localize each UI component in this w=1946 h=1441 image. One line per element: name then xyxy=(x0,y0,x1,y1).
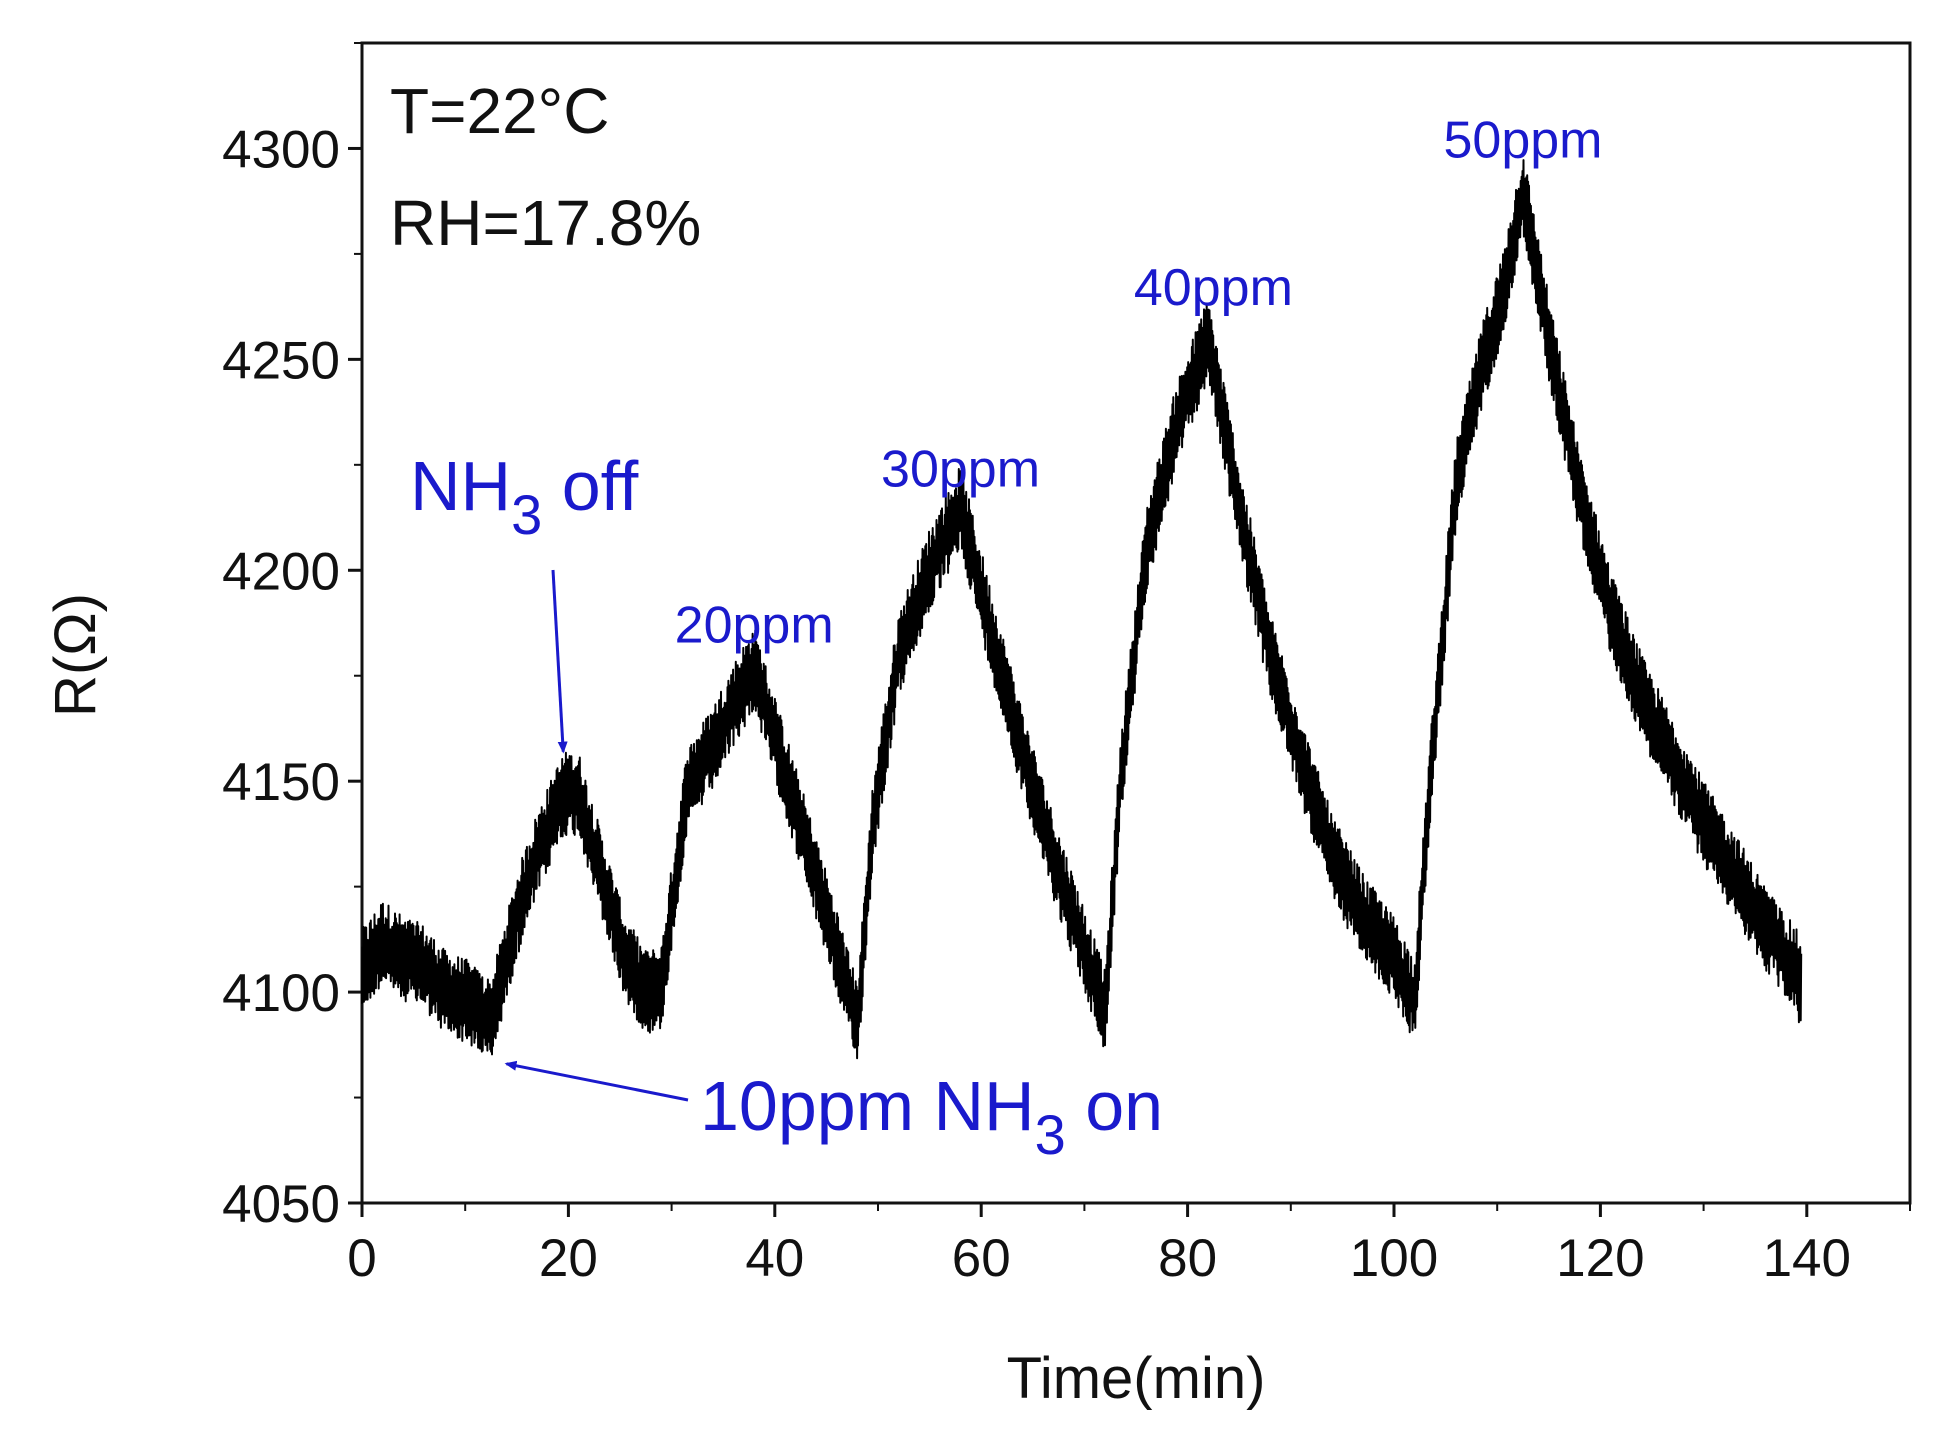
y-tick-label-4300: 4300 xyxy=(222,120,340,179)
annotation-nh3-off: NH3 off xyxy=(410,447,639,546)
x-tick-label-60: 60 xyxy=(952,1229,1011,1288)
x-axis-title: Time(min) xyxy=(1007,1346,1266,1411)
condition-humidity: RH=17.8% xyxy=(390,187,701,259)
y-tick-label-4150: 4150 xyxy=(222,753,340,812)
y-axis-ticks: 4050 4100 4150 4200 4250 4300 xyxy=(222,42,362,1234)
y-tick-label-4200: 4200 xyxy=(222,542,340,601)
y-tick-label-4100: 4100 xyxy=(222,964,340,1023)
x-tick-label-140: 140 xyxy=(1763,1229,1851,1288)
series-line-R xyxy=(361,159,1803,1060)
y-tick-label-4250: 4250 xyxy=(222,331,340,390)
x-tick-label-40: 40 xyxy=(745,1229,804,1288)
arrow-nh3-off xyxy=(551,569,568,754)
peak-labels: 20ppm 30ppm 40ppm 50ppm xyxy=(675,111,1603,654)
x-tick-label-100: 100 xyxy=(1350,1229,1438,1288)
x-tick-label-80: 80 xyxy=(1158,1229,1217,1288)
annotations-layer: NH3 off 10ppm NH3 on 20ppm 30ppm 40ppm 50pp… xyxy=(410,111,1603,1166)
series-layer xyxy=(361,159,1803,1060)
peak-label-3: 50ppm xyxy=(1444,111,1603,169)
peak-label-2: 40ppm xyxy=(1134,259,1293,317)
y-tick-label-4050: 4050 xyxy=(222,1175,340,1234)
annotation-nh3-on: 10ppm NH3 on xyxy=(700,1067,1163,1166)
x-tick-label-20: 20 xyxy=(539,1229,598,1288)
x-tick-label-120: 120 xyxy=(1556,1229,1644,1288)
peak-label-1: 30ppm xyxy=(881,440,1040,498)
y-axis-title: R(Ω) xyxy=(43,593,108,717)
x-tick-label-0: 0 xyxy=(347,1229,376,1288)
plot-frame xyxy=(360,41,1912,1205)
peak-label-0: 20ppm xyxy=(675,596,834,654)
condition-temperature: T=22°C xyxy=(390,75,609,147)
x-axis-ticks: 0 20 40 60 80 100 120 140 xyxy=(347,1203,1911,1288)
arrow-nh3-on xyxy=(504,1060,689,1102)
